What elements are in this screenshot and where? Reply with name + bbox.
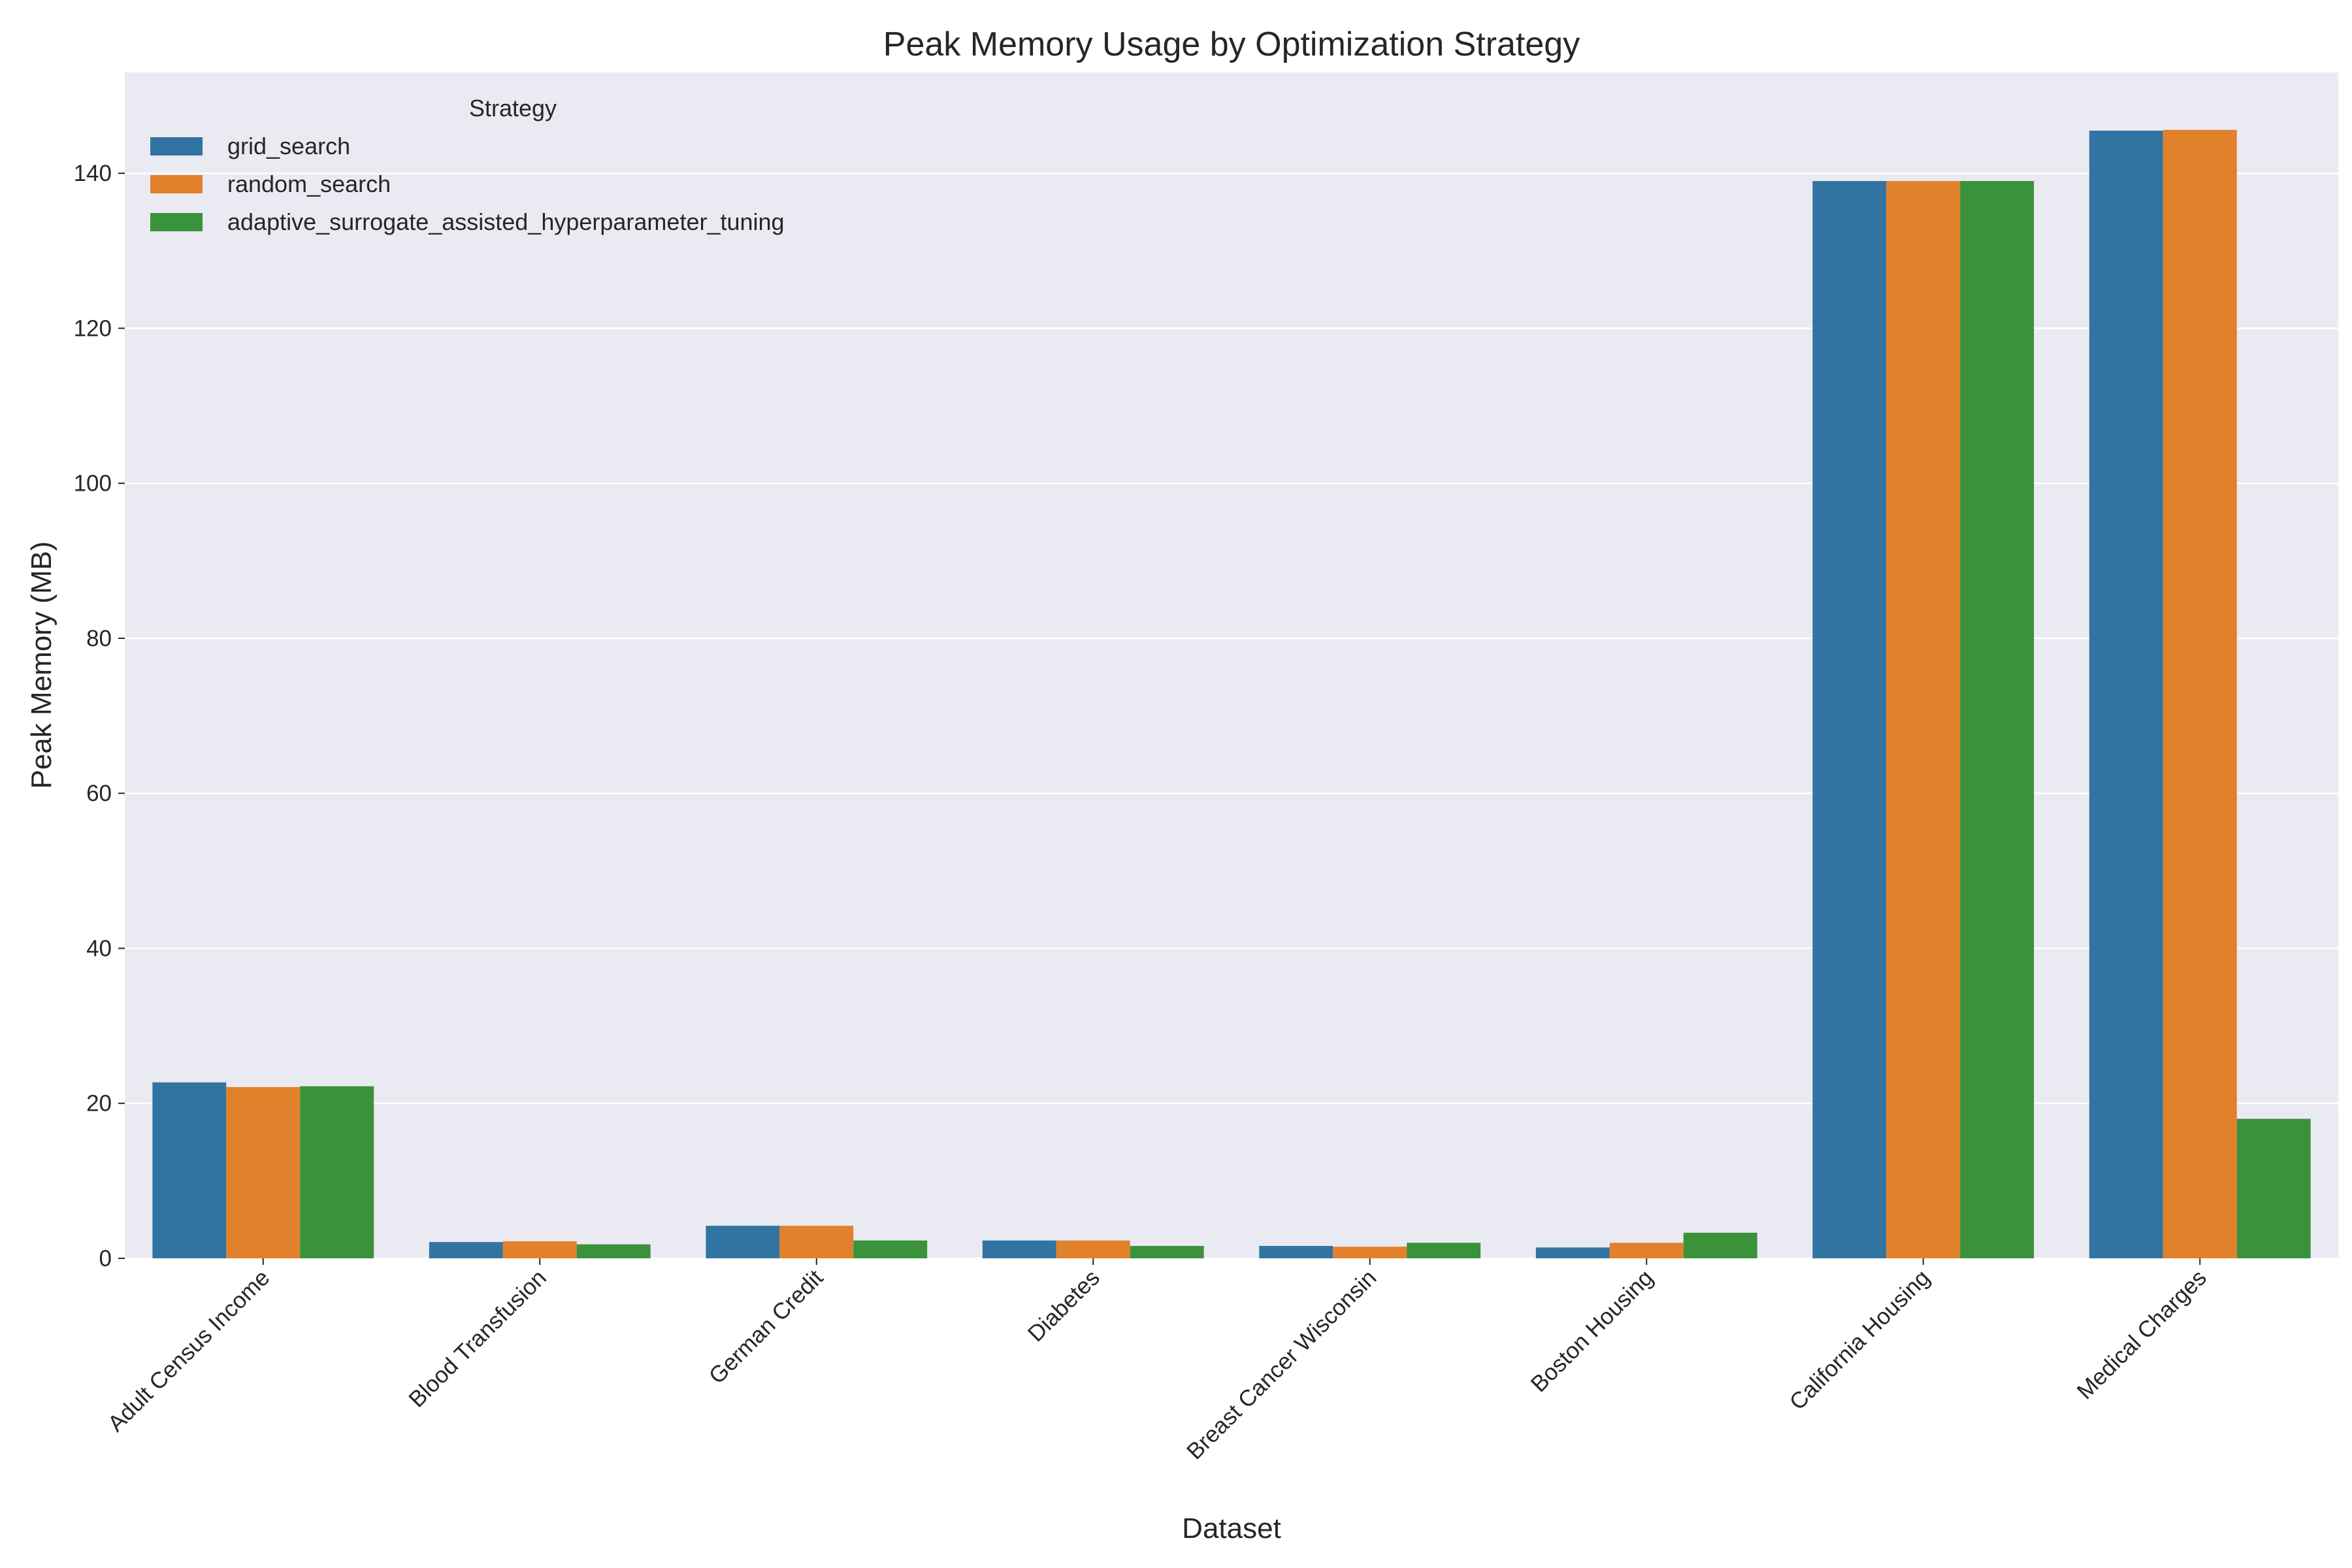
bar-grid-search-adult-census-income [152, 1082, 227, 1258]
bar-grid-search-diabetes [982, 1240, 1056, 1258]
legend-entry-label: random_search [227, 171, 391, 197]
x-tick-label: Adult Census Income [103, 1265, 275, 1437]
bar-random-search-california-housing [1886, 181, 1961, 1259]
bar-adaptive-surrogate-assisted-hyperparameter-tuning-adult-census-income [300, 1086, 374, 1258]
y-axis-label: Peak Memory (MB) [25, 542, 57, 789]
y-tick-label: 140 [74, 161, 112, 186]
bar-random-search-medical-charges [2163, 129, 2237, 1259]
y-tick-label: 40 [86, 936, 112, 961]
bar-adaptive-surrogate-assisted-hyperparameter-tuning-diabetes [1130, 1246, 1204, 1258]
y-tick-label: 100 [74, 471, 112, 497]
bar-random-search-boston-housing [1609, 1243, 1684, 1258]
y-tick-label: 80 [86, 626, 112, 651]
x-tick-label: Medical Charges [2072, 1265, 2212, 1404]
y-tick-label: 60 [86, 781, 112, 806]
bar-grid-search-medical-charges [2089, 130, 2163, 1258]
bar-adaptive-surrogate-assisted-hyperparameter-tuning-california-housing [1960, 181, 2034, 1259]
x-tick-label: German Credit [704, 1265, 828, 1389]
bar-grid-search-german-credit [706, 1226, 780, 1258]
legend-title: Strategy [469, 95, 557, 122]
legend-entry-label: grid_search [227, 133, 350, 159]
bar-grid-search-boston-housing [1535, 1247, 1610, 1258]
y-tick-label: 0 [99, 1246, 112, 1271]
legend-swatch [150, 213, 203, 231]
x-tick-label: California Housing [1785, 1265, 1935, 1415]
legend-swatch [150, 175, 203, 193]
x-tick-label: Breast Cancer Wisconsin [1182, 1265, 1381, 1464]
bar-grid-search-blood-transfusion [429, 1242, 503, 1258]
y-tick-label: 20 [86, 1091, 112, 1117]
bar-adaptive-surrogate-assisted-hyperparameter-tuning-german-credit [853, 1240, 928, 1258]
bar-adaptive-surrogate-assisted-hyperparameter-tuning-blood-transfusion [576, 1244, 651, 1258]
bar-random-search-adult-census-income [226, 1086, 301, 1258]
bar-random-search-diabetes [1056, 1240, 1130, 1258]
y-tick-label: 120 [74, 316, 112, 341]
chart-title: Peak Memory Usage by Optimization Strate… [883, 25, 1580, 63]
bar-adaptive-surrogate-assisted-hyperparameter-tuning-medical-charges [2236, 1119, 2311, 1258]
bar-random-search-breast-cancer-wisconsin [1333, 1247, 1407, 1258]
x-axis-ticks: Adult Census Income Blood Transfusion Germ… [103, 1258, 2212, 1464]
bar-random-search-blood-transfusion [502, 1241, 577, 1258]
legend: Strategy grid_search random_searchadaptiv… [150, 95, 785, 235]
bar-random-search-german-credit [779, 1226, 854, 1258]
x-tick-label: Blood Transfusion [404, 1265, 551, 1413]
y-axis-ticks: 0 20 40 60 80 100 120 140 [74, 161, 125, 1271]
bars-group [152, 129, 2311, 1259]
bar-grid-search-california-housing [1812, 181, 1887, 1259]
x-tick-label: Diabetes [1023, 1265, 1105, 1347]
bar-adaptive-surrogate-assisted-hyperparameter-tuning-boston-housing [1683, 1232, 1757, 1258]
legend-entry-label: adaptive_surrogate_assisted_hyperparamet… [227, 208, 785, 235]
bar-adaptive-surrogate-assisted-hyperparameter-tuning-breast-cancer-wisconsin [1407, 1243, 1481, 1258]
legend-swatch [150, 137, 203, 155]
x-axis-label: Dataset [1182, 1512, 1281, 1544]
bar-grid-search-breast-cancer-wisconsin [1259, 1246, 1333, 1258]
x-tick-label: Boston Housing [1526, 1265, 1658, 1397]
